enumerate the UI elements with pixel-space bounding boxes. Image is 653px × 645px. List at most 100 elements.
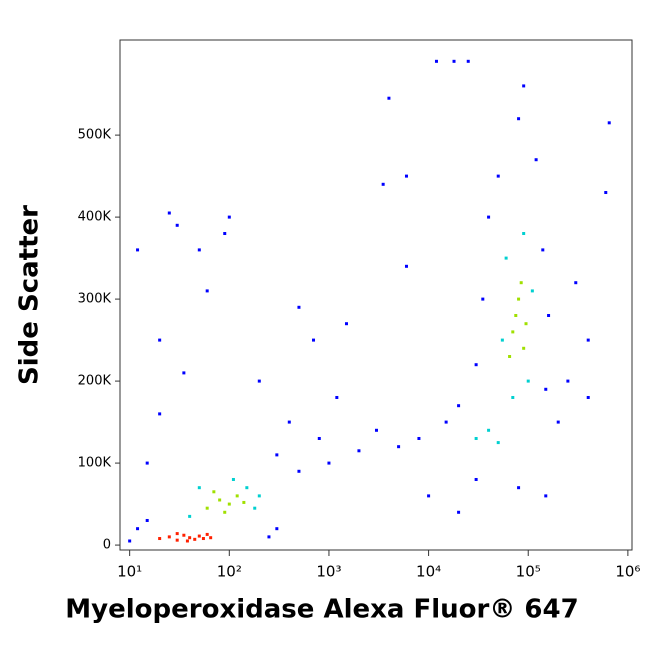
x-tick-label: 10¹ xyxy=(117,563,142,581)
point xyxy=(397,445,401,449)
x-tick-label: 10² xyxy=(217,563,242,581)
point xyxy=(136,527,140,531)
x-tick-label: 10⁵ xyxy=(516,563,541,581)
point xyxy=(481,297,485,301)
point xyxy=(417,436,421,440)
point xyxy=(524,322,528,326)
point xyxy=(193,537,197,541)
point xyxy=(327,461,331,465)
point xyxy=(522,346,526,350)
point xyxy=(534,158,538,162)
point xyxy=(541,248,545,252)
y-tick-label: 100K xyxy=(78,456,112,471)
point xyxy=(227,502,231,506)
point xyxy=(452,59,456,63)
point xyxy=(496,174,500,178)
point xyxy=(136,248,140,252)
point xyxy=(245,486,249,490)
point xyxy=(158,412,162,416)
point xyxy=(517,486,521,490)
point xyxy=(434,59,438,63)
point xyxy=(586,338,590,342)
point xyxy=(185,539,189,543)
point xyxy=(167,535,171,539)
point xyxy=(566,379,570,383)
point xyxy=(175,532,179,536)
point xyxy=(158,338,162,342)
point xyxy=(530,289,534,293)
point xyxy=(223,232,227,236)
point xyxy=(287,420,291,424)
point xyxy=(526,379,530,383)
point xyxy=(474,363,478,367)
point xyxy=(145,461,149,465)
point xyxy=(158,537,162,541)
point xyxy=(607,121,611,125)
point xyxy=(188,514,192,518)
point xyxy=(257,494,261,498)
point xyxy=(182,533,186,537)
point xyxy=(466,59,470,63)
point xyxy=(586,395,590,399)
point xyxy=(201,537,205,541)
point xyxy=(508,354,512,358)
y-tick-label: 300K xyxy=(78,292,112,307)
point xyxy=(381,182,385,186)
point xyxy=(544,494,548,498)
point xyxy=(344,322,348,326)
point xyxy=(357,449,361,453)
point xyxy=(197,486,201,490)
point xyxy=(444,420,448,424)
point xyxy=(457,404,461,408)
point xyxy=(574,281,578,285)
point xyxy=(317,436,321,440)
x-tick-label: 10⁴ xyxy=(416,563,441,581)
point xyxy=(474,477,478,481)
point xyxy=(517,297,521,301)
point xyxy=(504,256,508,260)
y-tick-label: 500K xyxy=(78,128,112,143)
point xyxy=(487,428,491,432)
point xyxy=(235,494,239,498)
point xyxy=(188,536,192,540)
point xyxy=(604,191,608,195)
point xyxy=(175,538,179,542)
point xyxy=(128,539,132,543)
point xyxy=(227,215,231,219)
point xyxy=(335,395,339,399)
y-tick-label: 0 xyxy=(103,538,111,553)
point xyxy=(511,395,515,399)
point xyxy=(312,338,316,342)
point xyxy=(511,330,515,334)
point xyxy=(167,211,171,215)
point xyxy=(522,232,526,236)
point xyxy=(209,536,213,540)
point xyxy=(457,510,461,514)
point xyxy=(387,96,391,100)
point xyxy=(496,441,500,445)
point xyxy=(514,313,518,317)
point xyxy=(544,387,548,391)
point xyxy=(517,117,521,121)
point xyxy=(257,379,261,383)
x-axis-label: Myeloperoxidase Alexa Fluor® 647 xyxy=(65,595,578,625)
point xyxy=(500,338,504,342)
point xyxy=(297,305,301,309)
y-tick-label: 400K xyxy=(78,210,112,225)
x-tick-label: 10³ xyxy=(316,563,341,581)
point xyxy=(205,506,209,510)
plot-frame xyxy=(119,39,633,551)
point xyxy=(474,436,478,440)
point xyxy=(197,534,201,538)
x-tick-label: 10⁶ xyxy=(615,563,640,581)
point xyxy=(242,500,246,504)
point xyxy=(218,498,222,502)
point xyxy=(205,289,209,293)
point xyxy=(197,248,201,252)
point xyxy=(487,215,491,219)
point xyxy=(374,428,378,432)
point xyxy=(519,281,523,285)
point xyxy=(275,527,279,531)
point xyxy=(175,223,179,227)
